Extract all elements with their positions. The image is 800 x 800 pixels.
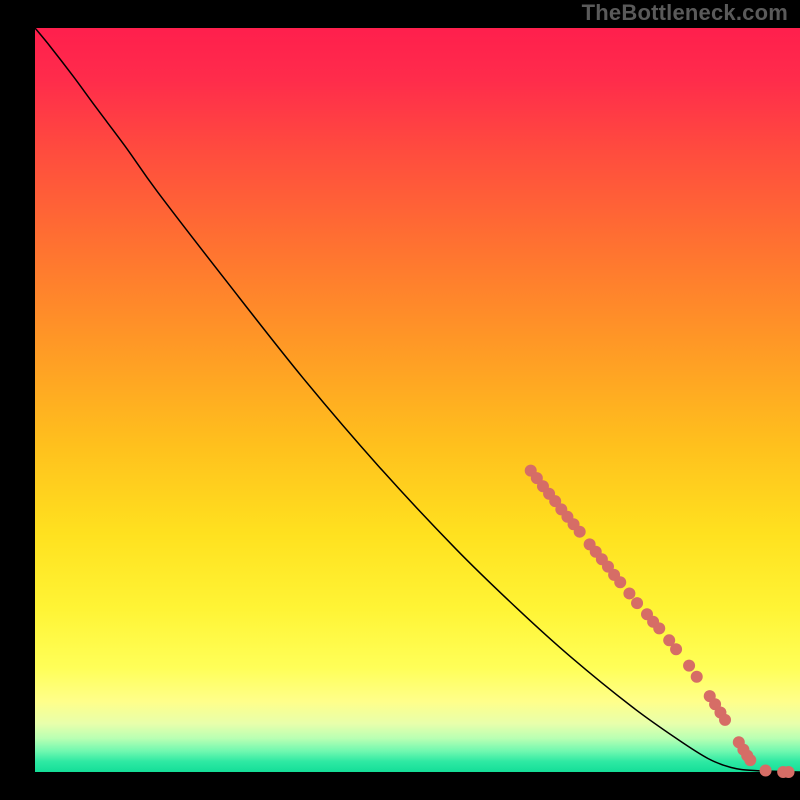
chart-background [35, 28, 800, 772]
data-marker [719, 714, 731, 726]
data-marker [783, 766, 795, 778]
data-marker [691, 671, 703, 683]
watermark-text: TheBottleneck.com [582, 0, 788, 26]
data-marker [683, 660, 695, 672]
data-marker [744, 754, 756, 766]
data-marker [623, 587, 635, 599]
data-marker [760, 765, 772, 777]
bottleneck-chart [0, 0, 800, 800]
data-marker [614, 576, 626, 588]
data-marker [631, 597, 643, 609]
data-marker [670, 643, 682, 655]
chart-frame: { "watermark": { "text": "TheBottleneck.… [0, 0, 800, 800]
data-marker [574, 526, 586, 538]
data-marker [653, 622, 665, 634]
